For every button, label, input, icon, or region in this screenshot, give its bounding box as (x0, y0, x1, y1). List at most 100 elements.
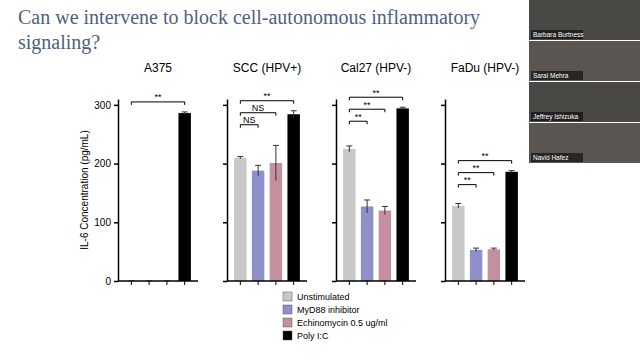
significance-label: ** (263, 91, 271, 101)
bar (470, 250, 482, 281)
participant-tile (529, 41, 640, 81)
legend-swatch (283, 331, 292, 340)
error-bar (346, 146, 352, 152)
x-baseline (118, 280, 198, 282)
y-tick-mark (114, 222, 118, 224)
participant-name: Navid Hafez (533, 154, 568, 161)
x-baseline (445, 280, 525, 282)
x-tick-mark (349, 281, 350, 285)
y-tick-label: 0 (105, 276, 111, 287)
y-tick-mark (332, 105, 336, 107)
y-tick (223, 222, 227, 223)
chart-root: Barbara BurtnessSaral MehraJeffrey Ishiz… (0, 0, 640, 360)
error-stem (275, 145, 276, 180)
y-axis (441, 100, 446, 282)
x-tick-mark (402, 281, 403, 285)
y-tick-mark (332, 163, 336, 165)
y-tick-mark (223, 163, 227, 165)
y-tick-mark (441, 105, 445, 107)
title-line: Can we intervene to block cell-autonomou… (18, 6, 480, 29)
participant-name: Barbara Burtness (533, 31, 584, 38)
significance-label: ** (154, 92, 162, 102)
error-cap (491, 248, 497, 249)
y-tick-mark (332, 222, 336, 224)
participant-name-bg (531, 71, 583, 80)
y-axis: 0 100 200 300 (94, 100, 118, 287)
error-cap (455, 203, 461, 204)
significance-label: ** (473, 163, 481, 173)
y-axis-line (336, 100, 338, 282)
error-bar (455, 204, 461, 209)
significance-label: ** (481, 151, 489, 161)
bar (252, 171, 264, 281)
y-axis-title: IL-6 Concentration (pg/mL) (79, 130, 90, 250)
x-baseline (227, 280, 307, 282)
bar (178, 113, 190, 281)
error-stem (384, 206, 385, 214)
error-bar (273, 145, 279, 180)
participant-tiles: Barbara BurtnessSaral MehraJeffrey Ishiz… (529, 0, 640, 163)
y-tick-mark (114, 281, 118, 283)
y-tick-mark (223, 281, 227, 283)
error-cap (509, 170, 515, 171)
x-tick-mark (149, 281, 150, 285)
error-stem (293, 111, 294, 118)
error-bar (291, 111, 297, 118)
x-tick-mark (240, 281, 241, 285)
x-tick-mark (511, 281, 512, 285)
y-tick-mark (114, 163, 118, 165)
y-axis (223, 100, 228, 282)
participant-name-bg (531, 112, 583, 121)
bar (234, 158, 246, 281)
legend: UnstimulatedMyD88 inhibitorEchinomycin 0… (283, 292, 388, 341)
error-cap (346, 145, 352, 146)
y-tick: 200 (94, 158, 118, 169)
x-tick-mark (493, 281, 494, 285)
error-bar (364, 200, 370, 213)
legend-swatch (283, 318, 292, 327)
significance-label: NS (243, 115, 256, 125)
participant-tile (529, 82, 640, 122)
significance-label: ** (355, 112, 363, 122)
x-tick-mark (258, 281, 259, 285)
x-tick-mark (275, 281, 276, 285)
y-tick-mark (114, 105, 118, 107)
y-tick (332, 281, 336, 282)
y-tick-mark (441, 281, 445, 283)
y-tick-mark (223, 222, 227, 224)
panel-title: A375 (144, 61, 172, 75)
x-tick-mark (476, 281, 477, 285)
background (0, 0, 640, 360)
legend-swatch (283, 305, 292, 314)
error-cap (400, 107, 406, 108)
significance-label: ** (464, 175, 472, 185)
y-tick: 300 (94, 100, 118, 111)
panel-title: FaDu (HPV-) (451, 61, 520, 75)
error-stem (458, 204, 459, 209)
error-stem (476, 248, 477, 252)
legend-label: MyD88 inhibitor (297, 305, 360, 315)
error-bar (237, 157, 243, 159)
error-bar (255, 165, 261, 176)
bar (396, 108, 408, 281)
error-cap (273, 145, 279, 146)
x-tick-mark (184, 281, 185, 285)
x-tick-mark (131, 281, 132, 285)
y-tick-label: 100 (94, 217, 111, 228)
error-bar (491, 248, 497, 250)
error-bar (400, 107, 406, 109)
legend-label: Poly I:C (297, 331, 329, 341)
x-tick-mark (166, 281, 167, 285)
y-tick (441, 281, 445, 282)
error-stem (349, 146, 350, 152)
panel-title: SCC (HPV+) (233, 61, 301, 75)
title: Can we intervene to block cell-autonomou… (18, 6, 480, 54)
y-axis (332, 100, 337, 282)
y-axis-line (445, 100, 447, 282)
plot-marks (128, 107, 518, 281)
slide: Barbara BurtnessSaral MehraJeffrey Ishiz… (0, 0, 640, 360)
error-cap (182, 111, 188, 112)
error-bar (509, 171, 515, 173)
title-line: signaling? (18, 31, 100, 54)
participant-tile (529, 123, 640, 163)
